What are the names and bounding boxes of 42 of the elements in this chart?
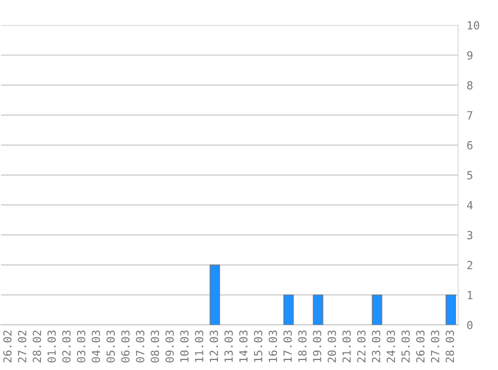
x-tick-label: 07.03 <box>136 330 144 362</box>
x-tick-label: 26.03 <box>416 330 425 362</box>
x-tick-label: 11.03 <box>194 330 204 362</box>
y-tick-label: 9 <box>467 51 472 60</box>
x-tick-label: 04.03 <box>92 330 100 362</box>
y-tick-label: 7 <box>467 111 472 120</box>
x-tick-label: 03.03 <box>76 330 86 362</box>
y-tick-label: 3 <box>467 230 472 240</box>
x-tick-label: 02.03 <box>62 330 71 362</box>
x-tick-label: 10.03 <box>180 330 189 362</box>
y-tick-label: 6 <box>467 141 472 150</box>
x-tick-label: 23.03 <box>372 330 380 362</box>
y-tick-label: 1 <box>468 291 472 300</box>
x-tick-label: 22.03 <box>357 330 366 362</box>
x-tick-label: 20.03 <box>328 330 336 362</box>
x-tick-label: 16.03 <box>268 330 278 362</box>
y-tick-label: 2 <box>467 260 472 270</box>
x-tick-label: 27.03 <box>430 330 440 362</box>
y-tick-label: 8 <box>467 81 472 90</box>
x-tick-label: 08.03 <box>150 330 160 362</box>
x-tick-label: 15.03 <box>254 330 262 362</box>
x-tick-label: 01.03 <box>47 330 56 362</box>
x-tick-label: 21.03 <box>342 330 351 362</box>
x-tick-label: 27.02 <box>18 330 26 362</box>
x-tick-label: 17.03 <box>283 330 292 362</box>
x-tick-label: 05.03 <box>106 330 115 362</box>
x-tick-label: 24.03 <box>386 330 396 362</box>
x-tick-label: 14.03 <box>239 330 248 362</box>
x-tick-label: 18.03 <box>298 330 307 362</box>
x-tick-label: 28.03 <box>446 330 454 362</box>
x-tick-label: 12.03 <box>210 330 218 362</box>
y-tick-label: 4 <box>467 201 473 210</box>
x-tick-label: 09.03 <box>165 330 174 362</box>
x-tick-label: 26.02 <box>3 330 12 362</box>
y-tick-label: 10 <box>468 21 480 30</box>
x-tick-label: 28.02 <box>32 330 42 362</box>
x-tick-label: 25.03 <box>401 330 410 362</box>
x-tick-label: 06.03 <box>121 330 130 362</box>
y-tick-label: 0 <box>467 320 472 330</box>
x-tick-label: 19.03 <box>312 330 322 362</box>
x-tick-label: 13.03 <box>224 330 233 362</box>
y-tick-label: 5 <box>467 171 472 180</box>
